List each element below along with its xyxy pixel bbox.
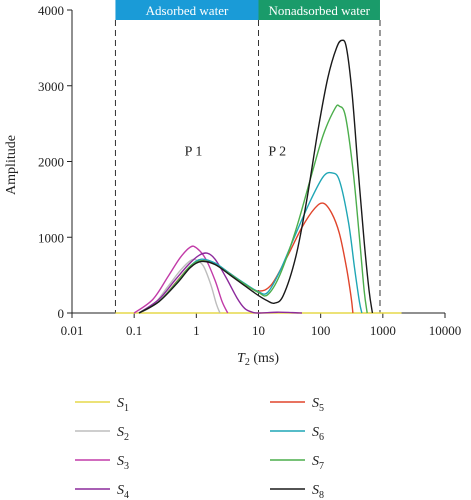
- y-tick-label-1: 0: [58, 306, 65, 321]
- x-tick-label-3: 1: [193, 323, 200, 338]
- x-axis-title-sub: 2: [245, 357, 250, 368]
- y-tick-label-5: 4000: [38, 3, 64, 18]
- y-tick-label-2: 1000: [38, 230, 64, 245]
- series-line-s4: [138, 252, 302, 314]
- regions-layer: Adsorbed water Nonadsorbed water: [115, 0, 380, 20]
- series-line-s6: [138, 171, 363, 314]
- boundaries-layer: [114, 20, 381, 313]
- peak-label-1: P 1: [185, 144, 203, 159]
- series-line-s7: [138, 104, 368, 314]
- legend-label-s8: S8: [312, 483, 324, 500]
- region-label-2: Nonadsorbed water: [269, 3, 371, 18]
- x-axis-title-unit: (ms): [250, 351, 280, 366]
- series-line-s5: [138, 202, 354, 314]
- x-tick-label-4: 10: [252, 323, 265, 338]
- y-tick-label-4: 3000: [38, 79, 64, 94]
- peak-label-2: P 2: [268, 144, 286, 159]
- x-tick-label-5: 100: [311, 323, 331, 338]
- x-axis-title-main: T: [237, 351, 246, 366]
- x-tick-label-6: 1000: [370, 323, 396, 338]
- series-layer: [115, 39, 402, 314]
- legend-label-s1: S1: [117, 396, 129, 414]
- annotations-layer: P 1 P 2: [185, 144, 287, 159]
- x-tick-label-7: 10000: [429, 323, 462, 338]
- legend: S1 S2 S3 S4 S5 S6 S7 S8: [75, 396, 324, 500]
- x-axis-title: T2 (ms): [237, 351, 279, 368]
- y-axis-title: Amplitude: [4, 135, 19, 195]
- region-band-1: [115, 0, 259, 20]
- x-tick-label-1: 0.01: [61, 323, 84, 338]
- legend-label-s4: S4: [117, 483, 129, 500]
- y-tick-label-3: 2000: [38, 155, 64, 170]
- legend-label-s2: S2: [117, 425, 129, 443]
- ticks-layer: 0.01 0.1 1 10 100 1000 10000 0 1000 2000 3000 4000: [38, 3, 461, 338]
- x-tick-label-2: 0.1: [126, 323, 142, 338]
- series-line-s3: [133, 245, 229, 314]
- legend-label-s7: S7: [312, 454, 324, 472]
- series-line-s8: [138, 39, 374, 314]
- legend-label-s5: S5: [312, 396, 324, 414]
- region-label-1: Adsorbed water: [146, 3, 229, 18]
- region-band-2: [258, 0, 380, 20]
- legend-label-s3: S3: [117, 454, 129, 472]
- legend-label-s6: S6: [312, 425, 324, 443]
